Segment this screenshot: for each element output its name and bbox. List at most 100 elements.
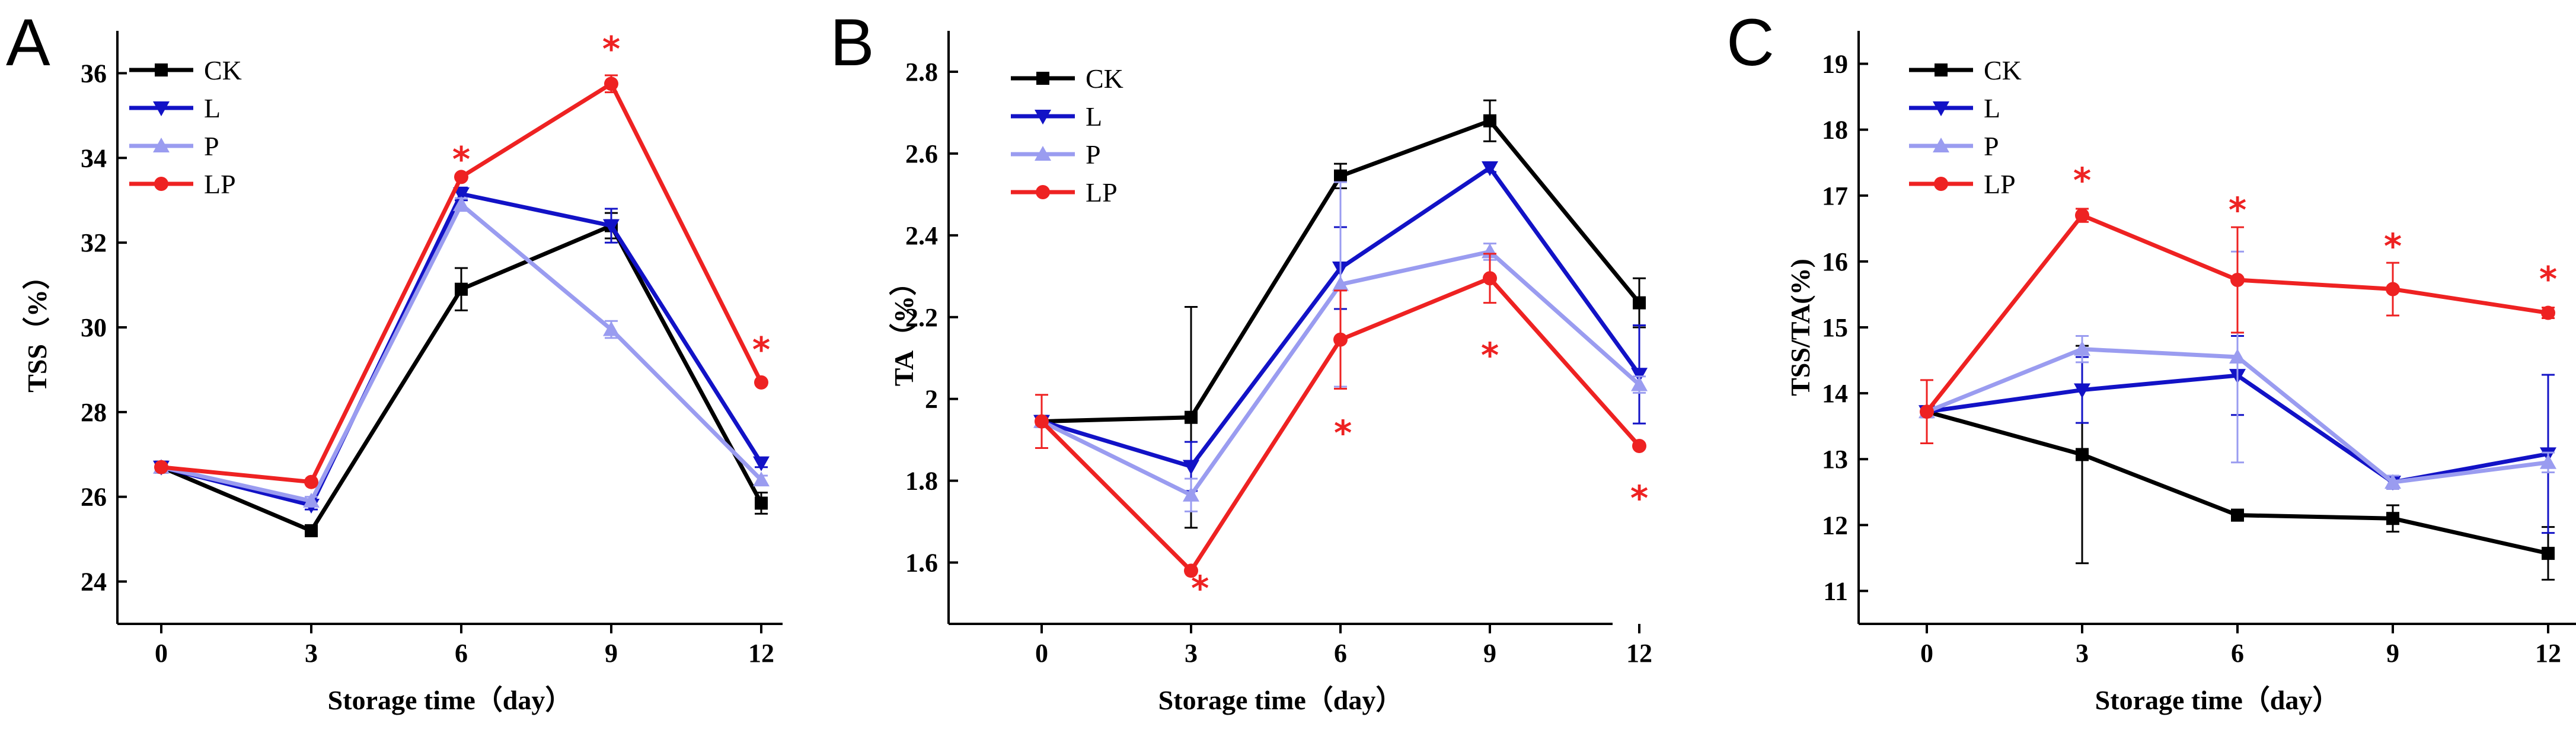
legend-item: LP bbox=[129, 169, 236, 199]
y-tick-label: 30 bbox=[81, 313, 107, 342]
legend: CK LP LP bbox=[129, 55, 242, 199]
significance-star: * bbox=[2384, 226, 2402, 266]
legend-marker bbox=[1934, 177, 1948, 191]
data-point bbox=[1035, 415, 1049, 429]
y-tick-label: 17 bbox=[1822, 181, 1848, 211]
legend-label: CK bbox=[1984, 55, 2022, 85]
x-tick-label: 3 bbox=[1185, 639, 1198, 668]
legend-label: L bbox=[1984, 93, 2000, 123]
figure-canvas: A 242628303234360 3 6 9 12Storage time（day）T… bbox=[0, 0, 2576, 733]
y-tick-label: 24 bbox=[81, 568, 107, 597]
legend-item: P bbox=[1909, 131, 1999, 161]
data-point bbox=[2075, 208, 2089, 222]
legend-marker bbox=[1935, 63, 1948, 77]
series-p bbox=[153, 196, 770, 508]
y-tick-label: 36 bbox=[81, 59, 107, 88]
data-point bbox=[2541, 306, 2555, 320]
data-point bbox=[2230, 273, 2245, 287]
data-point bbox=[604, 77, 618, 91]
data-point bbox=[1633, 297, 1646, 310]
y-tick-label: 16 bbox=[1822, 247, 1848, 276]
panel-c: C 11 12 13 14 15 16 17 18 19 0 3 6 9 12 Storage time（d… bbox=[1726, 5, 2576, 715]
legend-label: CK bbox=[204, 55, 242, 85]
legend-label: P bbox=[204, 131, 219, 161]
x-axis-title: Storage time（day） bbox=[2095, 685, 2340, 715]
legend-marker bbox=[154, 177, 168, 191]
x-tick-label: 0 bbox=[1035, 639, 1048, 668]
data-point bbox=[455, 283, 468, 296]
legend-label: LP bbox=[1984, 169, 2016, 199]
legend-marker bbox=[1036, 72, 1049, 85]
y-tick-label: 32 bbox=[81, 228, 107, 257]
legend-item: P bbox=[1011, 139, 1101, 170]
series-line bbox=[161, 194, 761, 505]
chart-a-plot: 242628303234360 3 6 9 12Storage time（day）TSS… bbox=[22, 29, 783, 715]
panel-a: A 242628303234360 3 6 9 12Storage time（day）T… bbox=[6, 5, 783, 715]
data-point bbox=[2386, 512, 2399, 525]
data-point bbox=[754, 375, 768, 390]
y-tick-label: 13 bbox=[1822, 445, 1848, 474]
legend: CK LP LP bbox=[1011, 63, 1123, 208]
y-tick-label: 15 bbox=[1822, 313, 1848, 342]
y-axis-title: TSS（%） bbox=[22, 262, 52, 393]
significance-star: * bbox=[2539, 259, 2557, 299]
data-point bbox=[1334, 170, 1347, 183]
legend-label: P bbox=[1086, 139, 1101, 170]
y-tick-label: 14 bbox=[1822, 379, 1848, 408]
significance-star: * bbox=[602, 29, 620, 69]
legend-item: L bbox=[1011, 101, 1102, 132]
legend-marker bbox=[1036, 185, 1050, 199]
x-tick-label: 12 bbox=[2535, 639, 2561, 668]
data-point bbox=[755, 496, 768, 509]
significance-star: * bbox=[752, 330, 770, 370]
panel-letter-b: B bbox=[830, 5, 874, 79]
y-tick-label: 19 bbox=[1822, 50, 1848, 79]
significance-star: * bbox=[452, 139, 470, 179]
y-tick-label: 1.8 bbox=[905, 467, 938, 496]
panel-letter-a: A bbox=[6, 5, 50, 79]
x-tick-label: 0 bbox=[1920, 639, 1933, 668]
chart-b-plot: 1.61.822.22.42.62.80 3 6 9 12Storage time（da… bbox=[889, 31, 1652, 715]
x-tick-label: 12 bbox=[1626, 639, 1652, 668]
legend-label: CK bbox=[1086, 63, 1123, 94]
y-tick-label: 18 bbox=[1822, 116, 1848, 145]
significance-star: * bbox=[1334, 413, 1352, 453]
significance-star: * bbox=[2073, 160, 2091, 200]
legend-item: P bbox=[129, 131, 219, 161]
legend-label: LP bbox=[204, 169, 236, 199]
x-tick-label: 12 bbox=[748, 639, 774, 668]
x-tick-label: 9 bbox=[605, 639, 618, 668]
legend: CK LP LP bbox=[1909, 55, 2022, 199]
data-point bbox=[305, 524, 318, 537]
significance-star: * bbox=[1630, 478, 1648, 518]
data-point bbox=[1185, 411, 1198, 424]
y-tick-label: 2 bbox=[925, 385, 938, 414]
y-tick-label: 12 bbox=[1822, 511, 1848, 540]
y-tick-label: 2.8 bbox=[905, 58, 938, 87]
data-point bbox=[154, 460, 168, 474]
y-tick-label: 26 bbox=[81, 483, 107, 512]
significance-star: * bbox=[1191, 568, 1209, 608]
legend-item: CK bbox=[1011, 63, 1123, 94]
y-tick-label: 1.6 bbox=[905, 549, 938, 578]
legend-label: LP bbox=[1086, 177, 1118, 208]
legend-label: L bbox=[204, 93, 221, 123]
data-point bbox=[304, 475, 318, 489]
y-tick-label: 2.6 bbox=[905, 139, 938, 168]
x-tick-label: 3 bbox=[2076, 639, 2089, 668]
data-point bbox=[1483, 271, 1497, 285]
x-tick-label: 9 bbox=[1483, 639, 1496, 668]
x-tick-label: 9 bbox=[2386, 639, 2399, 668]
legend-item: CK bbox=[129, 55, 242, 85]
y-tick-label: 11 bbox=[1823, 576, 1848, 605]
y-axis-title: TSS/TA(%) bbox=[1785, 259, 1815, 396]
legend-label: P bbox=[1984, 131, 1999, 161]
legend-item: LP bbox=[1909, 169, 2016, 199]
data-point bbox=[2542, 547, 2555, 560]
panel-b: B 1.6 1.8 2 2.2 2.4 2.6 2.8 0 3 6 9 12 Storage time（… bbox=[830, 5, 1652, 715]
data-point bbox=[2076, 448, 2089, 461]
x-tick-label: 6 bbox=[455, 639, 468, 668]
x-tick-label: 0 bbox=[155, 639, 168, 668]
x-tick-label: 3 bbox=[305, 639, 318, 668]
series-line bbox=[161, 205, 761, 501]
